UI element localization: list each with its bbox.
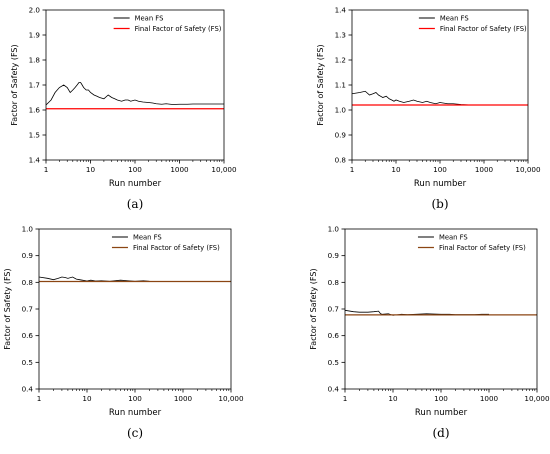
legend-label: Mean FS — [135, 14, 164, 22]
plot-frame — [344, 228, 538, 390]
y-tick-label: 0.9 — [328, 251, 340, 260]
y-tick-label: 0.4 — [22, 385, 34, 394]
panel-caption: (a) — [127, 197, 144, 211]
y-tick-label: 1.2 — [335, 56, 346, 65]
x-axis-label: Run number — [415, 408, 468, 418]
mean-fs-line — [351, 90, 471, 106]
plot-frame — [45, 9, 225, 161]
y-tick-label: 1.0 — [328, 225, 340, 234]
legend-label: Mean FS — [439, 233, 468, 241]
chart-panel-c: 1 10 100 1000 10,000 0.4 0.5 0.6 0.7 0.8 0.9 1.0 Run… — [3, 225, 244, 441]
x-tick-label: 1000 — [480, 394, 499, 403]
x-tick-label: 10 — [388, 394, 398, 403]
y-axis-label: Factor of Safety (FS) — [316, 44, 325, 125]
y-tick-label: 1.9 — [29, 31, 41, 40]
x-axis-label: Run number — [109, 408, 162, 418]
x-tick-label: 10 — [86, 165, 96, 174]
x-tick-label: 1 — [343, 394, 348, 403]
y-tick-label: 1.4 — [335, 6, 347, 15]
y-tick-label: 0.9 — [22, 251, 34, 260]
y-tick-label: 0.6 — [22, 331, 34, 340]
legend-label: Final Factor of Safety (FS) — [133, 244, 220, 252]
x-tick-label: 10,000 — [515, 165, 541, 174]
x-tick-label: 1000 — [170, 165, 189, 174]
x-tick-label: 100 — [128, 394, 142, 403]
y-tick-label: 1.7 — [29, 81, 40, 90]
y-tick-label: 1.1 — [335, 81, 346, 90]
legend-label: Final Factor of Safety (FS) — [440, 25, 527, 33]
y-axis-label: Factor of Safety (FS) — [3, 268, 12, 349]
y-tick-label: 2.0 — [29, 6, 41, 15]
legend-label: Final Factor of Safety (FS) — [439, 244, 526, 252]
y-tick-label: 0.5 — [22, 358, 33, 367]
y-tick-label: 1.6 — [29, 106, 41, 115]
y-tick-label: 1.0 — [335, 106, 347, 115]
x-tick-label: 1 — [350, 165, 355, 174]
y-axis-label: Factor of Safety (FS) — [309, 268, 318, 349]
mean-fs-line — [38, 276, 150, 282]
y-tick-label: 0.8 — [22, 278, 34, 287]
y-tick-label: 1.8 — [29, 56, 41, 65]
y-tick-label: 1.3 — [335, 31, 346, 40]
x-tick-label: 10,000 — [211, 165, 237, 174]
legend-label: Final Factor of Safety (FS) — [135, 25, 222, 33]
y-tick-label: 0.7 — [22, 305, 33, 314]
x-tick-label: 1 — [44, 165, 49, 174]
legend-label: Mean FS — [133, 233, 162, 241]
x-tick-label: 1 — [37, 394, 42, 403]
chart-panel-a: 1 10 100 1000 10,000 1.4 1.5 1.6 1.7 1.8 1.9 2.0 Run… — [10, 6, 237, 212]
y-tick-label: 1.0 — [22, 225, 34, 234]
panel-caption: (d) — [432, 426, 449, 440]
x-axis-label: Run number — [109, 179, 162, 189]
x-tick-label: 10,000 — [218, 394, 244, 403]
y-tick-label: 0.5 — [328, 358, 339, 367]
y-tick-label: 0.8 — [335, 156, 347, 165]
y-tick-label: 0.8 — [328, 278, 340, 287]
x-tick-label: 100 — [433, 165, 447, 174]
y-tick-label: 1.5 — [29, 131, 40, 140]
y-axis-label: Factor of Safety (FS) — [10, 44, 19, 125]
chart-panel-d: 1 10 100 1000 10,000 0.4 0.5 0.6 0.7 0.8 0.9 1.0 Run… — [309, 225, 550, 441]
y-tick-label: 1.4 — [29, 156, 41, 165]
plot-frame — [351, 9, 529, 161]
legend-label: Mean FS — [440, 14, 469, 22]
y-tick-label: 0.9 — [335, 131, 347, 140]
x-tick-label: 100 — [434, 394, 448, 403]
mean-fs-line — [45, 82, 224, 106]
x-tick-label: 1000 — [174, 394, 193, 403]
panel-caption: (c) — [127, 426, 143, 440]
x-tick-label: 10,000 — [524, 394, 550, 403]
x-tick-label: 10 — [391, 165, 401, 174]
chart-panel-b: 1 10 100 1000 10,000 0.8 0.9 1.0 1.1 1.2 1.3 1.4 Run… — [316, 6, 541, 212]
x-tick-label: 10 — [82, 394, 92, 403]
plot-frame — [38, 228, 232, 390]
panel-caption: (b) — [431, 197, 448, 211]
y-tick-label: 0.6 — [328, 331, 340, 340]
y-tick-label: 0.7 — [328, 305, 339, 314]
y-tick-label: 0.4 — [328, 385, 340, 394]
x-tick-label: 1000 — [475, 165, 494, 174]
x-tick-label: 100 — [128, 165, 142, 174]
x-axis-label: Run number — [414, 179, 467, 189]
